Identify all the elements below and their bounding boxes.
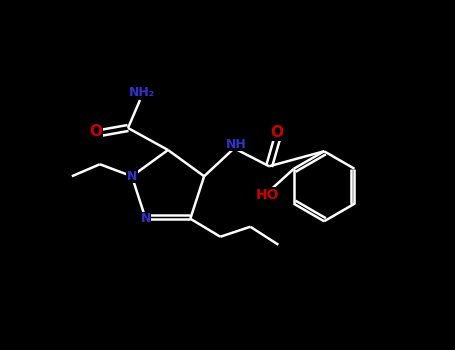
Text: O: O	[90, 124, 102, 139]
Text: O: O	[271, 125, 283, 140]
Text: NH₂: NH₂	[129, 85, 155, 98]
Text: HO: HO	[256, 188, 279, 202]
Text: NH: NH	[226, 138, 247, 151]
Text: N: N	[126, 170, 137, 183]
Text: N: N	[141, 212, 151, 225]
